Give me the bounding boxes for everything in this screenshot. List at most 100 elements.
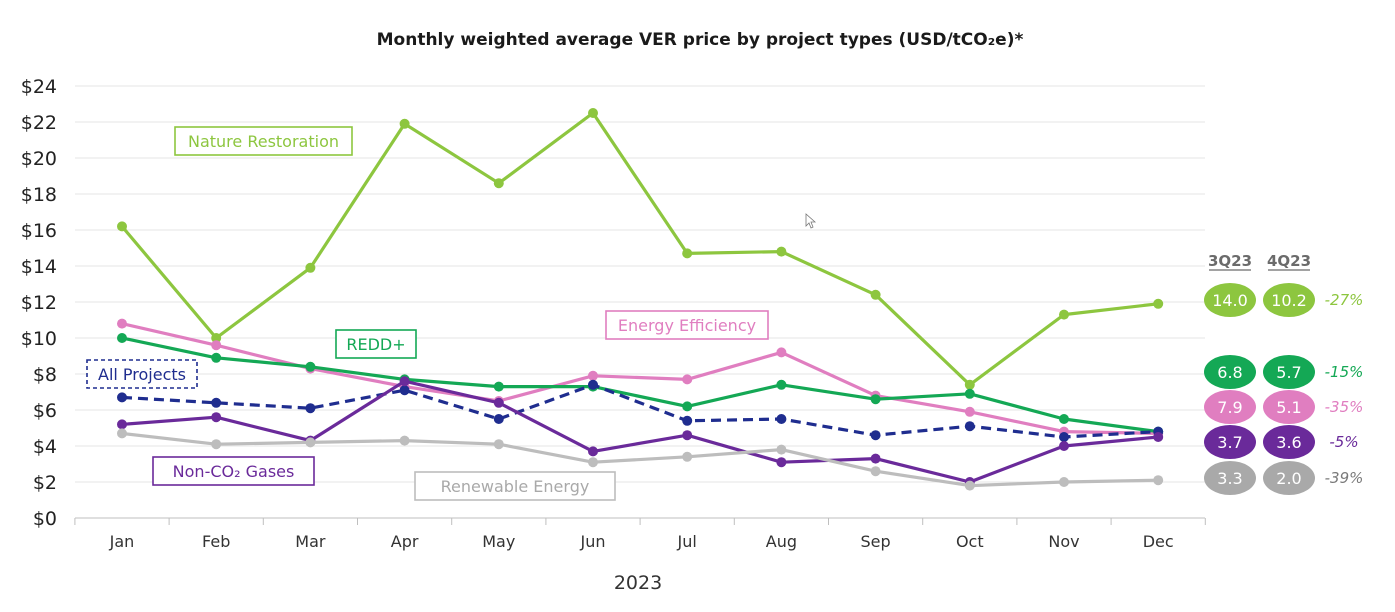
data-point (588, 108, 598, 118)
series-renew (117, 428, 1164, 491)
value-badge (1263, 461, 1315, 495)
y-tick-label: $2 (33, 472, 57, 494)
quarter-row-redd: 6.8 5.7 -15% (1204, 355, 1363, 389)
value-badge (1204, 390, 1256, 424)
data-point (493, 439, 504, 450)
data-point (870, 430, 881, 441)
x-tick-label: Jul (677, 532, 697, 551)
data-point (1059, 477, 1069, 487)
data-point (305, 437, 316, 448)
change-percent: -15% (1325, 363, 1364, 381)
data-point (1059, 432, 1069, 442)
x-tick-label: Oct (956, 532, 984, 551)
value-badge (1263, 425, 1315, 459)
x-tick-label: Apr (391, 532, 419, 551)
data-point (964, 421, 975, 432)
data-point (211, 412, 222, 423)
data-point (870, 394, 881, 405)
value-badge-text: 7.9 (1217, 398, 1242, 417)
value-badge (1204, 461, 1256, 495)
data-point (1153, 475, 1164, 486)
y-tick-label: $6 (33, 400, 57, 422)
series-label-text: All Projects (98, 365, 186, 384)
change-percent: -27% (1325, 291, 1364, 309)
mouse-cursor-icon (805, 213, 817, 229)
data-point (682, 401, 693, 412)
value-badge-text: 3.7 (1217, 433, 1242, 452)
data-point (117, 419, 127, 430)
y-tick-label: $4 (33, 436, 57, 458)
quarter-row-nonco2: 3.7 3.6 -5% (1204, 425, 1359, 459)
series-line (121, 383, 1159, 439)
series-label-text: Non-CO₂ Gases (173, 462, 295, 481)
x-tick-label: May (482, 532, 515, 551)
y-tick-label: $22 (21, 112, 57, 134)
series-line (121, 336, 1159, 434)
data-point (305, 403, 316, 414)
quarter-header: 4Q23 (1267, 252, 1311, 270)
data-point (399, 118, 410, 129)
y-axis-ticks: $0 $2 $4 $6 $8 $10 $12 $14 $16 $18 $20 $22 $24 (21, 76, 57, 530)
data-point (682, 430, 693, 441)
quarter-row-energy: 7.9 5.1 -35% (1204, 390, 1363, 424)
x-tick-label: Sep (861, 532, 891, 551)
data-point (305, 361, 316, 372)
series-label-text: Renewable Energy (441, 477, 590, 496)
value-badge (1263, 355, 1315, 389)
series-label-box (174, 126, 353, 156)
value-badge-text: 14.0 (1212, 291, 1248, 310)
series-labels: Nature Restoration Energy Efficiency REDD+… (86, 126, 769, 501)
chart-title: Monthly weighted average VER price by pr… (377, 30, 1024, 50)
x-tick-label: Dec (1143, 532, 1174, 551)
data-point (1059, 414, 1069, 424)
data-point (211, 333, 222, 343)
value-badge (1263, 390, 1315, 424)
series-label-renew: Renewable Energy (414, 471, 616, 501)
value-badge (1204, 355, 1256, 389)
x-axis-label: 2023 (614, 572, 662, 594)
y-tick-label: $12 (21, 292, 57, 314)
series-label-box (605, 310, 769, 340)
data-point (682, 451, 693, 462)
series-label-nonco2: Non-CO₂ Gases (152, 456, 315, 486)
y-tick-label: $20 (21, 148, 57, 170)
data-point (964, 388, 975, 399)
series-line (121, 431, 1159, 488)
quarter-row-renew: 3.3 2.0 -39% (1204, 461, 1363, 495)
x-tick-label: Mar (295, 532, 326, 551)
x-tick-label: Jan (109, 532, 135, 551)
data-point (211, 439, 222, 450)
y-tick-label: $0 (33, 508, 57, 530)
data-point (776, 414, 787, 424)
data-point (682, 248, 693, 259)
data-point (870, 289, 881, 300)
data-point (1153, 298, 1164, 309)
x-tick-label: Aug (766, 532, 797, 551)
series-nature (117, 108, 1164, 390)
series-label-box (414, 471, 616, 501)
data-point (305, 262, 316, 273)
y-tick-label: $14 (21, 256, 57, 278)
data-point (399, 385, 410, 396)
data-point (493, 397, 504, 408)
y-tick-label: $18 (21, 184, 57, 206)
quarter-row-nature: 14.0 10.2 -27% (1204, 283, 1363, 317)
data-point (493, 178, 504, 189)
y-tick-label: $16 (21, 220, 57, 242)
data-point (776, 444, 787, 455)
series-line (121, 322, 1159, 435)
data-point (964, 379, 975, 390)
data-point (776, 246, 787, 257)
change-percent: -39% (1325, 469, 1364, 487)
y-tick-label: $24 (21, 76, 57, 98)
value-badge-text: 6.8 (1217, 363, 1242, 382)
data-point (682, 415, 693, 426)
data-point (588, 379, 598, 390)
quarter-table: 3Q23 4Q23 14.0 10.2 -27% 6.8 5.7 -15% 7.9 5.1 -35%… (1204, 252, 1363, 495)
data-point (117, 221, 127, 232)
x-axis-ticks: Jan Feb Mar Apr May Jun Jul Aug Sep Oct Nov Dec (74, 518, 1206, 551)
series-label-text: REDD+ (346, 335, 405, 354)
series-label-text: Energy Efficiency (618, 316, 756, 335)
